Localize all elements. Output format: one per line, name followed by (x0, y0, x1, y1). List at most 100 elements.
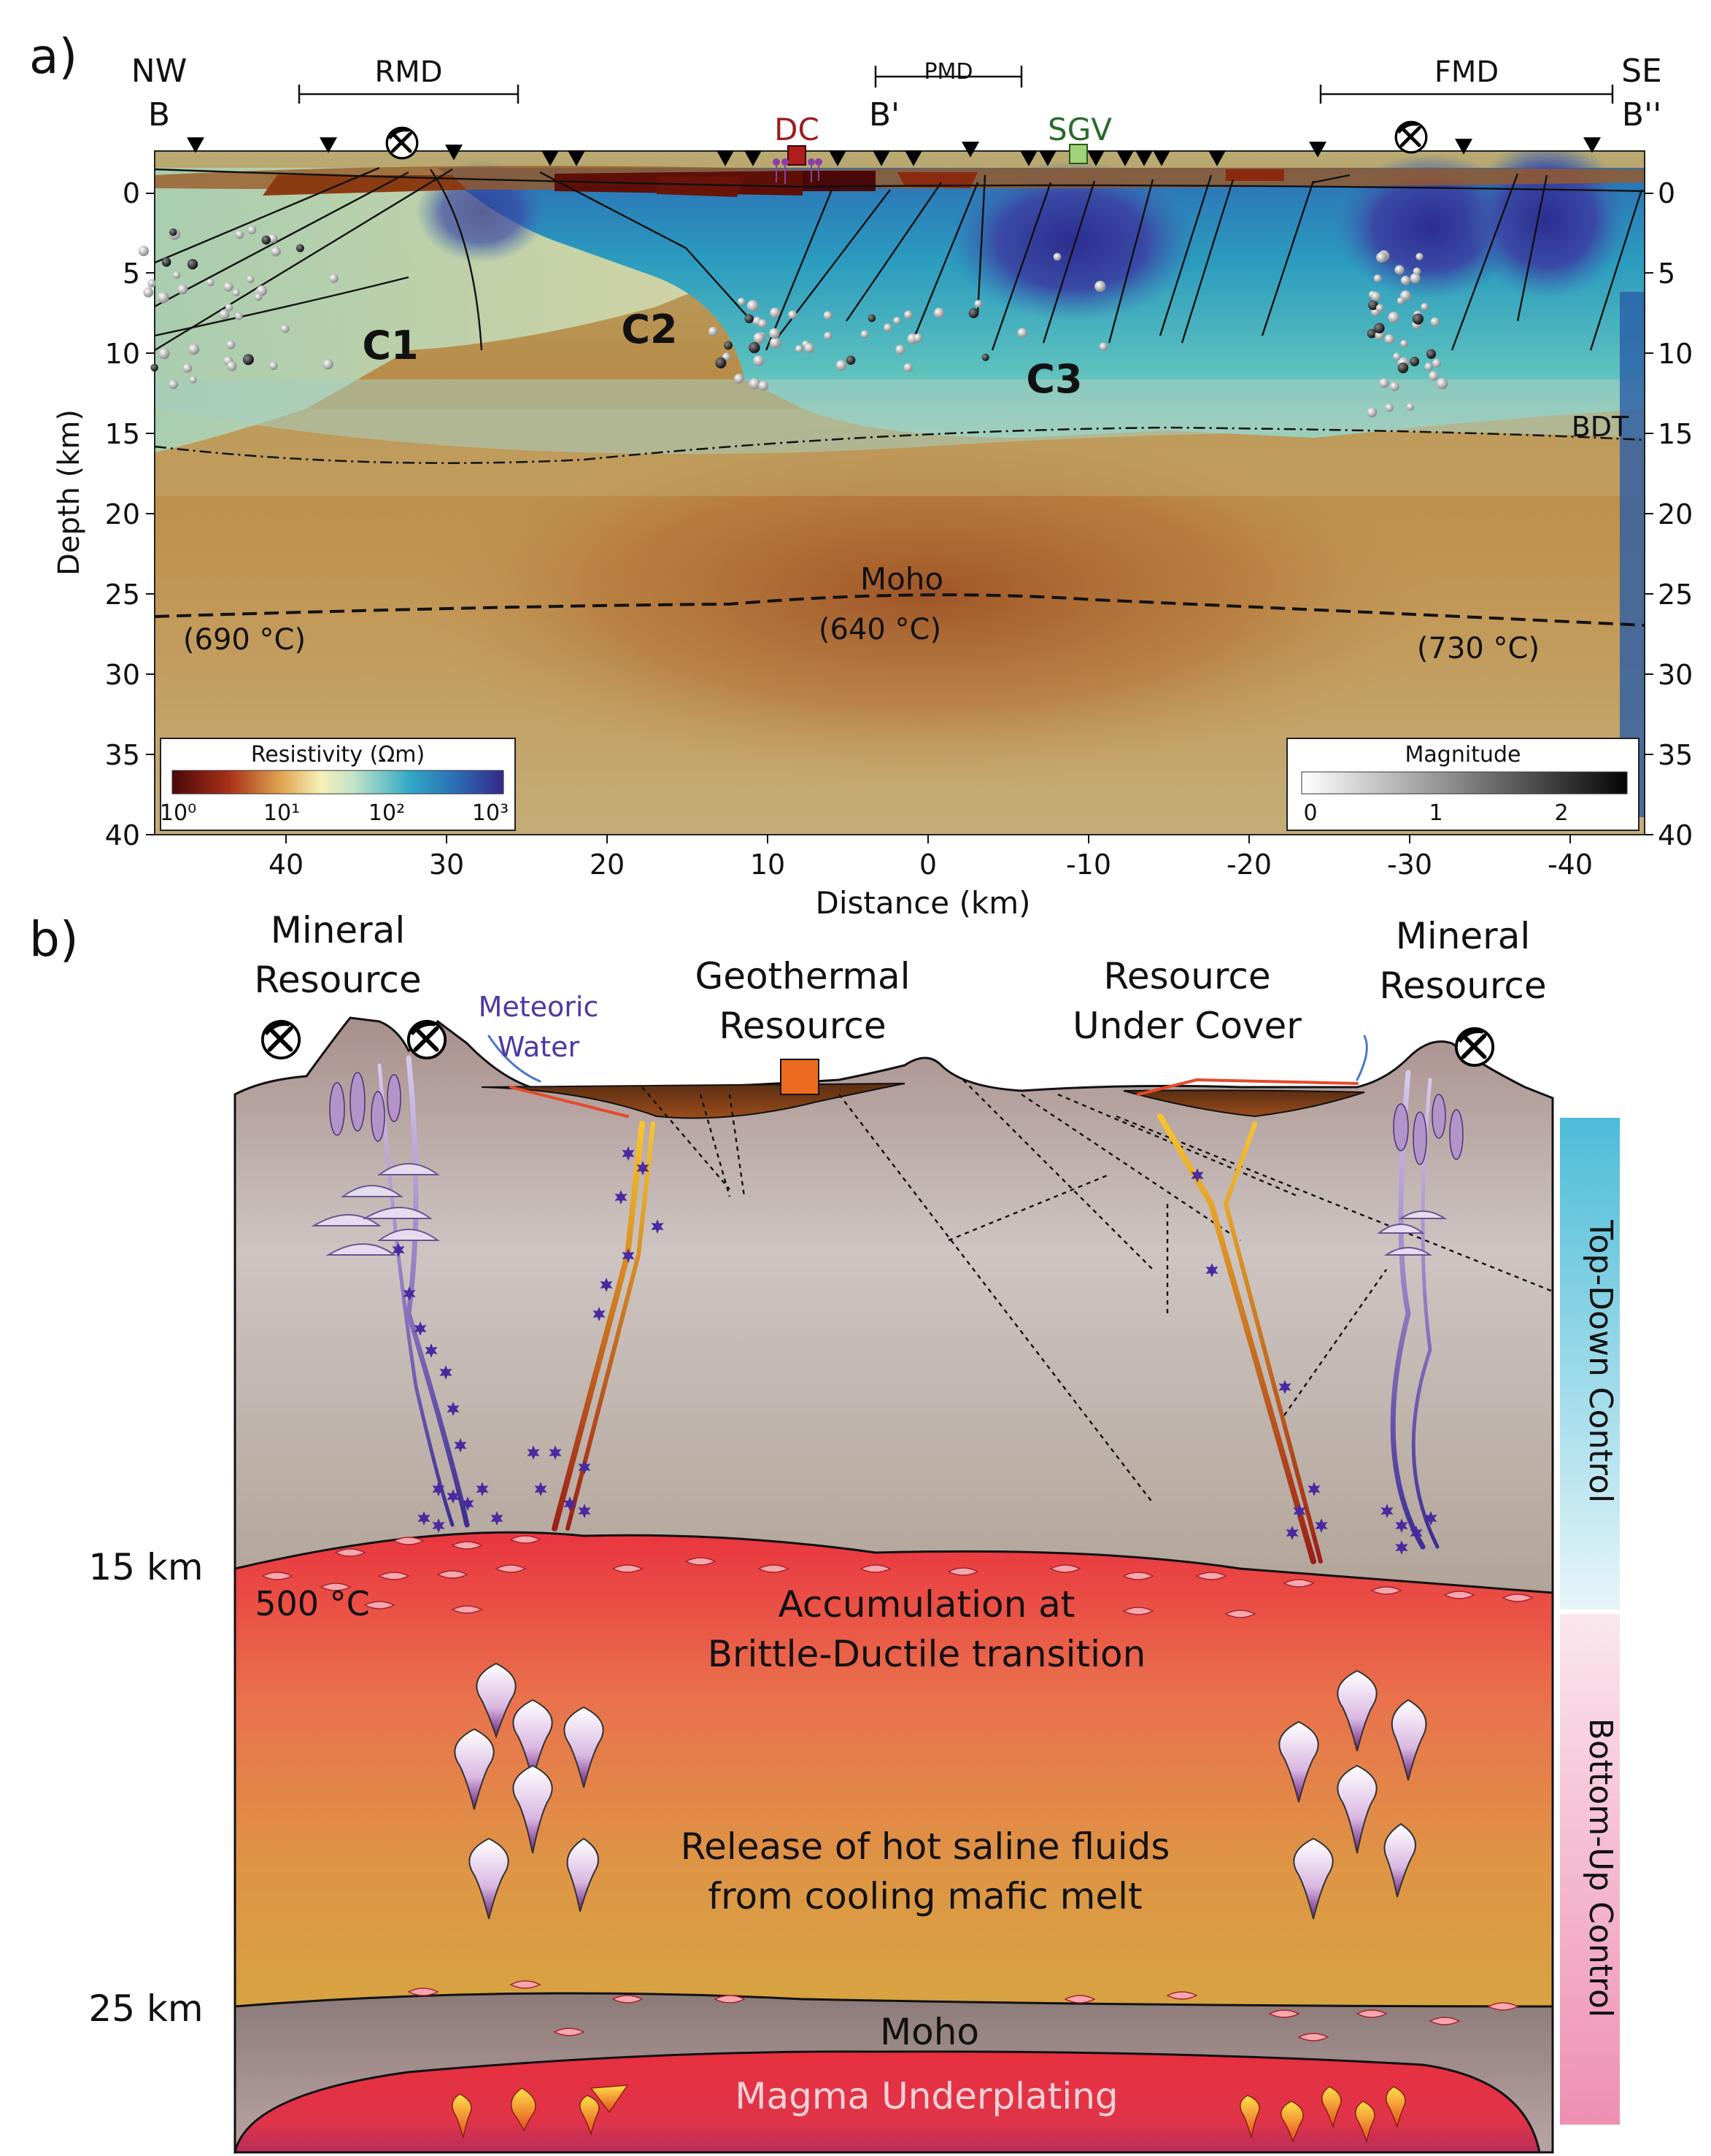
hypocenter-marker (1373, 274, 1382, 283)
hypocenter-marker (769, 337, 781, 349)
distance-tick: -20 (1227, 849, 1272, 881)
hypocenter-marker (234, 312, 243, 320)
hypocenter-marker (1385, 403, 1394, 412)
mine-pick-icon (1456, 1029, 1493, 1065)
distance-tick: -30 (1387, 849, 1432, 881)
hypocenter-marker (1394, 265, 1405, 275)
sgv-site-marker (1069, 144, 1088, 164)
corner-b-double-prime: B'' (1622, 96, 1661, 134)
depth-tick: 40 (1658, 819, 1693, 851)
depth-tick: 25 (1658, 579, 1693, 611)
hypocenter-marker (1371, 292, 1381, 301)
hypocenter-marker (1379, 378, 1389, 388)
hypocenter-marker (1374, 322, 1385, 334)
depth-tick: 35 (1658, 739, 1693, 771)
depth-tick: 0 (123, 177, 140, 209)
top-down-label: Top-Down Control (1582, 1219, 1619, 1503)
meteoric-line2: Water (498, 1031, 580, 1063)
mine-pick-icon (387, 128, 417, 158)
hypocenter-marker (758, 319, 768, 328)
hypocenter-marker (242, 354, 254, 366)
hypocenter-marker (1017, 328, 1027, 338)
hypocenter-marker (1384, 334, 1394, 344)
hypocenter-marker (1410, 273, 1421, 284)
resistivity-tick: 10¹ (263, 800, 300, 826)
hypocenter-marker (753, 355, 765, 366)
hypocenter-marker (187, 258, 198, 270)
hypocenter-marker (1368, 300, 1378, 311)
depth-tick: 15 (105, 418, 140, 450)
hypocenter-marker (158, 347, 170, 360)
conductor-c2: C2 (621, 306, 677, 352)
release-line1: Release of hot saline fluids (681, 1825, 1170, 1868)
temp-right: (730 °C) (1417, 632, 1540, 665)
hypocenter-marker (895, 344, 905, 355)
hypocenter-marker (746, 300, 759, 312)
moho-line (154, 593, 1645, 627)
hypocenter-marker (1429, 371, 1439, 381)
hypocenter-marker (708, 326, 718, 336)
panel-b-label: b) (29, 911, 79, 967)
resistivity-section (154, 150, 1645, 835)
hypocenter-marker (1400, 339, 1408, 347)
hypocenter-marker (296, 244, 304, 252)
magnitude-tick: 0 (1303, 800, 1317, 826)
domain-brackets (298, 66, 1614, 104)
hypocenter-marker (232, 289, 240, 297)
hypocenter-marker (169, 379, 179, 390)
resistivity-tick: 10⁰ (160, 800, 196, 826)
hypocenter-marker (271, 247, 281, 257)
hypocenter-marker (788, 310, 797, 320)
hypocenter-marker (157, 291, 169, 304)
geothermal-line1: Geothermal (695, 955, 910, 997)
hypocenter-marker (1389, 382, 1399, 392)
hypocenter-marker (1397, 297, 1405, 305)
hypocenter-marker (968, 308, 979, 319)
depth-25km: 25 km (88, 1987, 203, 2030)
hypocenter-marker (254, 293, 263, 301)
hypocenter-marker (226, 361, 237, 371)
hypocenter-marker (150, 363, 158, 372)
distance-tick: 40 (269, 849, 304, 881)
hypocenter-marker (147, 279, 156, 287)
magma-label: Magma Underplating (735, 2075, 1118, 2117)
hypocenter-marker (769, 328, 780, 339)
depth-tick: 30 (1658, 659, 1693, 691)
resistivity-tick: 10³ (472, 800, 509, 826)
hypocenter-marker (169, 228, 177, 236)
bdt-line (154, 426, 1645, 464)
domain-fmd: FMD (1434, 55, 1499, 89)
hypocenter-marker (329, 274, 339, 283)
depth-tick: 5 (123, 258, 140, 290)
hypocenter-marker (795, 344, 803, 353)
fault-network-b (641, 1079, 1553, 1504)
hypocenter-marker (893, 317, 901, 325)
hypocenter-marker (269, 361, 278, 370)
corner-b: B (148, 96, 170, 134)
depth-15km: 15 km (88, 1546, 203, 1588)
depth-tick: 10 (105, 338, 140, 370)
hypocenter-marker (868, 314, 876, 322)
depth-tick: 10 (1658, 338, 1693, 370)
hypocenter-marker (235, 230, 244, 239)
hypocenter-marker (1099, 342, 1108, 351)
dc-label: DC (774, 112, 819, 147)
temp-left: (690 °C) (183, 623, 306, 657)
geothermal-line2: Resource (719, 1005, 886, 1047)
corner-se: SE (1621, 53, 1662, 90)
magma-droplets (452, 2084, 1406, 2144)
panel-a-label: a) (29, 28, 77, 85)
temp-center: (640 °C) (819, 613, 941, 646)
distance-ticks: 40 30 20 10 0 -10 -20 -30 -40 (269, 849, 1593, 881)
hypocenter-marker (1367, 328, 1377, 339)
magnitude-legend: Magnitude 0 1 2 (1286, 738, 1639, 831)
resistivity-colorbar (171, 770, 504, 795)
hypocenter-marker (1375, 304, 1384, 312)
hypocenter-marker (1424, 362, 1433, 371)
magnitude-tick: 1 (1429, 800, 1442, 826)
dc-site-marker (787, 145, 806, 166)
hypocenter-marker (177, 284, 188, 295)
geothermal-plant-icon (780, 1059, 819, 1095)
sgv-label: SGV (1048, 112, 1112, 147)
